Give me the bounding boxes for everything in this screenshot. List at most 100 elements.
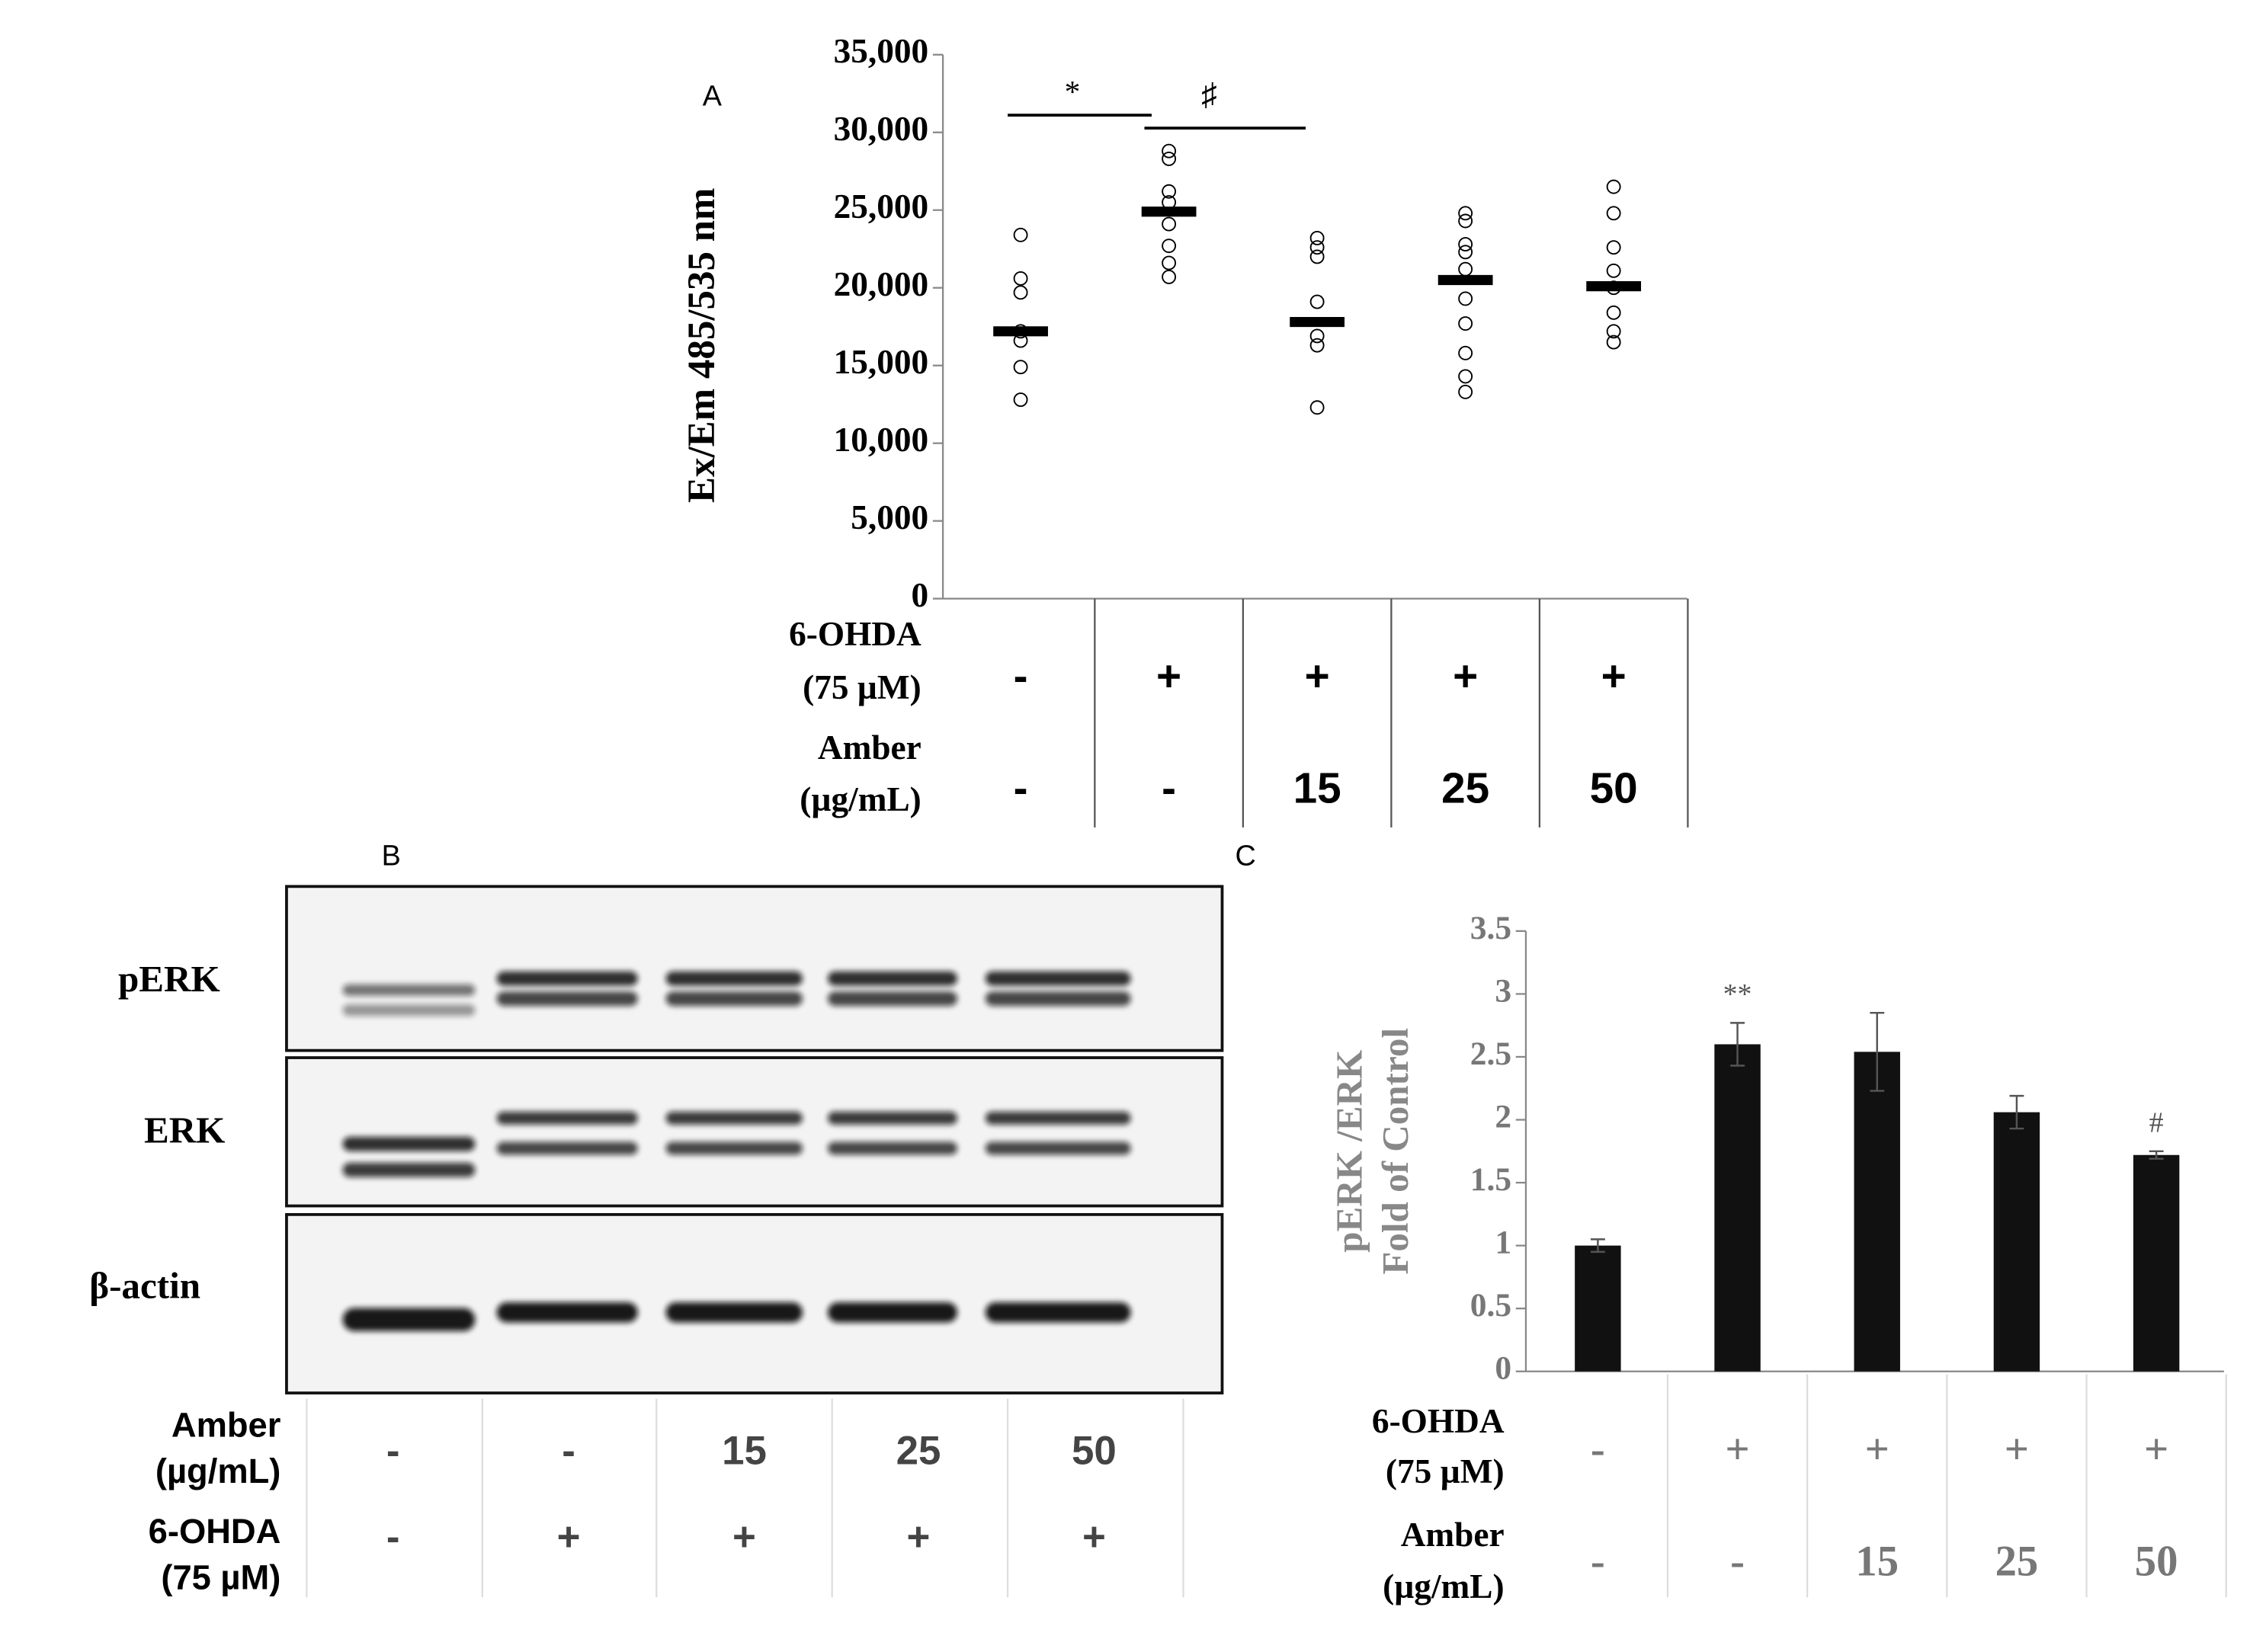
blot-band: [496, 991, 638, 1007]
blot-band: [985, 991, 1131, 1007]
treatment-label: (µg/mL): [155, 1452, 281, 1490]
panel-letter: B: [382, 840, 401, 872]
significance-mark: **: [1723, 978, 1752, 1010]
treatment-value: +: [2005, 1426, 2029, 1473]
y-tick-label: 10,000: [834, 421, 929, 459]
treatment-value: -: [1591, 1538, 1605, 1586]
treatment-value: +: [732, 1515, 756, 1560]
blot-band: [496, 1111, 638, 1125]
data-point: [1458, 369, 1473, 384]
blot-band: [665, 1302, 803, 1323]
blot-band: [985, 971, 1131, 986]
y-tick-label: 5,000: [851, 498, 928, 536]
error-bar: [1730, 1022, 1745, 1067]
treatment-value: -: [386, 1515, 400, 1560]
data-point: [1013, 285, 1028, 300]
treatment-value: +: [907, 1515, 931, 1560]
data-point: [1309, 249, 1325, 264]
data-point: [1309, 338, 1325, 353]
treatment-value: -: [1730, 1538, 1745, 1586]
blot-band: [665, 1111, 803, 1125]
treatment-value: -: [1014, 652, 1028, 700]
treatment-label: (µg/mL): [800, 780, 921, 818]
data-point: [1162, 151, 1177, 166]
y-tick-label: 2: [1495, 1098, 1511, 1135]
treatment-value: 15: [1293, 765, 1341, 813]
data-point: [1606, 179, 1621, 194]
blot-panel: [285, 885, 1224, 1052]
treatment-label: Amber: [171, 1405, 281, 1444]
treatment-value: +: [1725, 1426, 1749, 1473]
y-tick-label: 15,000: [834, 343, 929, 381]
blot-band: [985, 1111, 1131, 1125]
data-point: [1162, 255, 1177, 271]
data-point: [1606, 263, 1621, 278]
treatment-value: +: [557, 1515, 581, 1560]
data-point: [1458, 213, 1473, 229]
significance-mark: ♯: [1201, 77, 1217, 112]
blot-band: [496, 971, 638, 986]
treatment-value: 25: [1441, 765, 1489, 813]
blot-band: [342, 1004, 476, 1016]
treatment-value: 15: [1855, 1538, 1899, 1586]
treatment-value: -: [386, 1428, 400, 1473]
data-point: [1458, 261, 1473, 277]
y-tick-label: 0.5: [1470, 1287, 1511, 1324]
panel-letter: C: [1235, 840, 1255, 872]
treatment-value: 25: [1995, 1538, 2039, 1586]
data-point: [1162, 239, 1177, 254]
data-point: [1013, 360, 1028, 375]
blot-band: [665, 991, 803, 1007]
treatment-value: -: [562, 1428, 575, 1473]
treatment-label: 6-OHDA: [1372, 1402, 1505, 1440]
treatment-label: Amber: [818, 728, 921, 767]
significance-mark: *: [1065, 74, 1081, 109]
y-tick-label: 1: [1495, 1225, 1511, 1261]
treatment-value: 50: [1072, 1428, 1117, 1473]
treatment-value: +: [1082, 1515, 1106, 1560]
significance-mark: #: [2149, 1106, 2164, 1138]
bar: [1714, 1044, 1761, 1372]
treatment-value: +: [1865, 1426, 1889, 1473]
blot-band: [496, 1141, 638, 1155]
blot-band: [342, 984, 476, 996]
blot-band: [342, 1308, 476, 1331]
bar: [1575, 1245, 1621, 1372]
treatment-value: +: [1453, 652, 1478, 700]
data-point: [1458, 384, 1473, 399]
data-point: [1013, 392, 1028, 407]
y-axis-label: Ex/Em 485/535 nm: [681, 188, 723, 503]
blot-band: [828, 1141, 957, 1155]
data-point: [1606, 324, 1621, 339]
data-point: [1309, 294, 1325, 309]
data-point: [1606, 206, 1621, 221]
treatment-label: Amber: [1401, 1516, 1505, 1554]
data-point: [1606, 335, 1621, 350]
treatment-value: +: [2144, 1426, 2168, 1473]
treatment-value: 25: [896, 1428, 941, 1473]
y-tick-label: 20,000: [834, 265, 929, 303]
treatment-value: +: [1305, 652, 1330, 700]
y-tick-label: 3.5: [1470, 910, 1511, 946]
treatment-label: 6-OHDA: [149, 1512, 281, 1551]
y-tick-label: 30,000: [834, 110, 929, 148]
data-point: [1458, 316, 1473, 331]
data-point: [1309, 230, 1325, 245]
treatment-label: (75 µM): [161, 1558, 280, 1597]
treatment-label: (75 µM): [803, 668, 921, 706]
blot-band: [828, 991, 957, 1007]
blot-band: [828, 1111, 957, 1125]
treatment-value: 50: [1590, 765, 1638, 813]
y-tick-label: 3: [1495, 972, 1511, 1009]
y-tick-label: 2.5: [1470, 1036, 1511, 1072]
blot-band: [342, 1136, 476, 1151]
treatment-value: -: [1591, 1426, 1605, 1473]
treatment-value: +: [1601, 652, 1627, 700]
data-point: [1458, 245, 1473, 260]
treatment-value: 50: [2135, 1538, 2178, 1586]
data-point: [1162, 143, 1177, 158]
treatment-value: 15: [722, 1428, 767, 1473]
blot-band: [496, 1302, 638, 1323]
data-point: [1606, 240, 1621, 255]
